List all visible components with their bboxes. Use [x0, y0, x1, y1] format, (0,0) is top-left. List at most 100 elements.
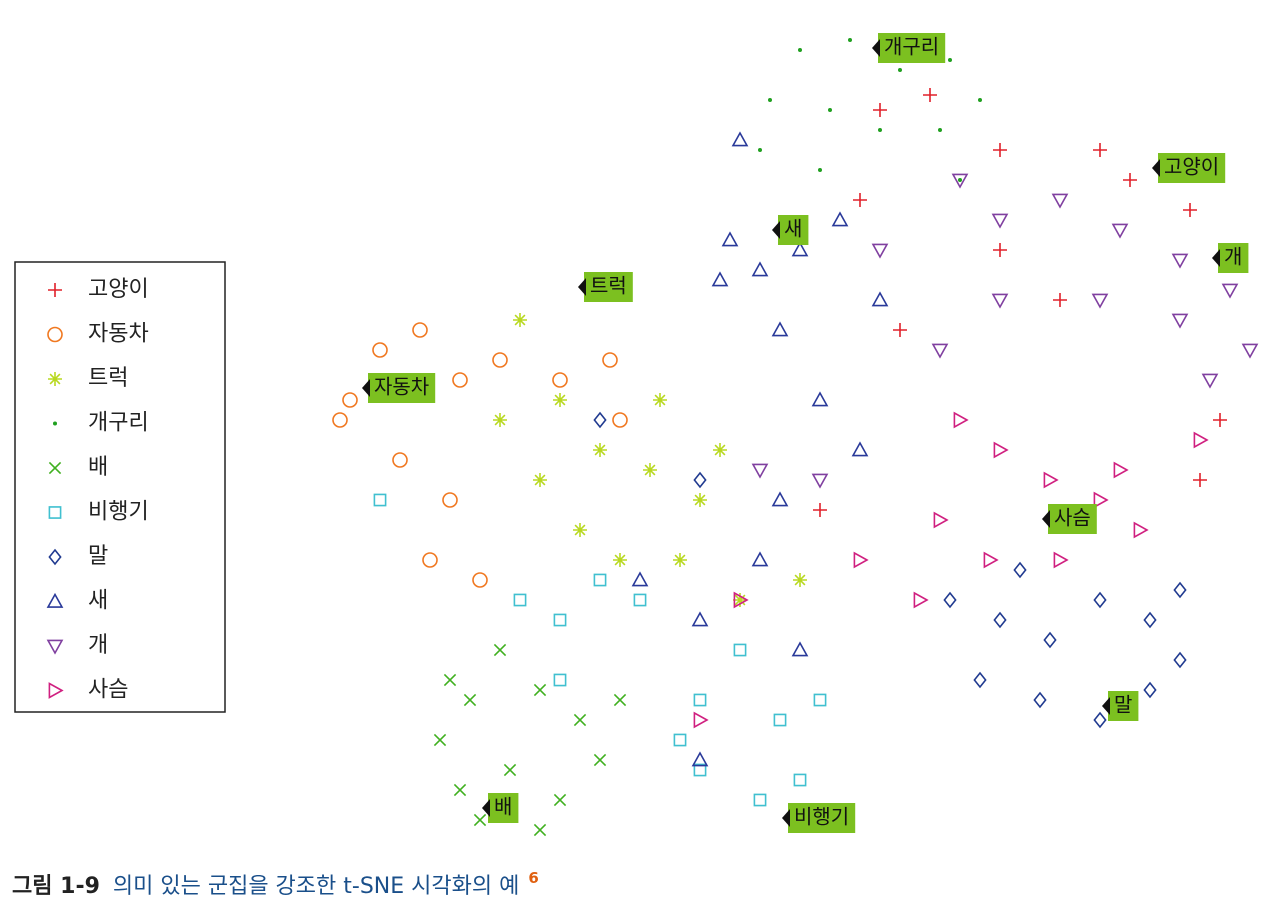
point — [443, 673, 457, 687]
point — [633, 593, 647, 607]
legend-label: 새 — [88, 589, 108, 614]
point — [828, 108, 832, 112]
cluster-label-box — [1048, 504, 1097, 534]
point — [793, 573, 807, 587]
cluster-label: 사슴 — [1054, 506, 1091, 530]
point — [1213, 413, 1227, 427]
point — [612, 412, 628, 428]
point — [573, 713, 587, 727]
cluster-label: 비행기 — [794, 805, 849, 829]
point — [758, 148, 762, 152]
point — [751, 551, 769, 567]
point — [973, 671, 987, 689]
point — [993, 611, 1007, 629]
point — [1173, 581, 1187, 599]
point — [1143, 681, 1157, 699]
point — [818, 168, 822, 172]
point — [1043, 631, 1057, 649]
footnote: 6 — [528, 869, 538, 887]
series — [373, 493, 827, 807]
point — [993, 143, 1007, 157]
cluster-label: 개 — [1224, 245, 1242, 269]
point — [1093, 491, 1109, 509]
point — [871, 291, 889, 307]
point — [848, 38, 852, 42]
point — [602, 352, 618, 368]
point — [793, 773, 807, 787]
point — [733, 643, 747, 657]
legend-label: 비행기 — [88, 500, 149, 525]
point — [851, 441, 869, 457]
point — [978, 98, 982, 102]
cluster-label-box — [878, 33, 946, 63]
cluster-label-box — [368, 373, 436, 403]
point — [1123, 173, 1137, 187]
cluster-label-box — [1158, 153, 1226, 183]
point — [733, 593, 747, 607]
cluster-label: 고양이 — [1164, 155, 1219, 179]
point — [1171, 253, 1189, 269]
point — [943, 591, 957, 609]
caption-text: 의미 있는 군집을 강조한 t-SNE 시각화의 예 — [113, 874, 519, 899]
point — [593, 443, 607, 457]
point — [993, 243, 1007, 257]
point — [751, 463, 769, 479]
cluster-label: 개구리 — [884, 35, 939, 59]
point — [553, 613, 567, 627]
point — [1093, 711, 1107, 729]
point — [938, 128, 942, 132]
point — [753, 793, 767, 807]
point — [871, 243, 889, 259]
point — [1201, 373, 1219, 389]
point — [1113, 461, 1129, 479]
point — [573, 523, 587, 537]
point — [552, 372, 568, 388]
point — [533, 473, 547, 487]
series — [493, 313, 807, 607]
legend-label: 자동차 — [88, 322, 149, 347]
caption-label: 그림 1-9 — [12, 874, 100, 899]
point — [991, 293, 1009, 309]
point — [472, 572, 488, 588]
point — [751, 261, 769, 277]
legend-marker — [48, 461, 62, 475]
legend-marker — [47, 326, 63, 343]
point — [773, 713, 787, 727]
point — [771, 491, 789, 507]
legend-marker — [46, 639, 64, 655]
point — [811, 391, 829, 407]
point — [711, 271, 729, 287]
cluster-label-pointer — [578, 278, 586, 296]
point — [768, 98, 772, 102]
point — [1053, 293, 1067, 307]
point — [463, 693, 477, 707]
point — [878, 128, 882, 132]
series — [693, 411, 1209, 729]
point — [493, 413, 507, 427]
point — [673, 553, 687, 567]
point — [771, 321, 789, 337]
legend-marker — [53, 421, 57, 426]
point — [631, 571, 649, 587]
point — [1051, 193, 1069, 209]
point — [1111, 223, 1129, 239]
point — [452, 372, 468, 388]
point — [713, 443, 727, 457]
point — [1143, 611, 1157, 629]
point — [1171, 313, 1189, 329]
cluster-label-box — [488, 793, 519, 823]
cluster-label-pointer — [782, 809, 790, 827]
point — [853, 551, 869, 569]
point — [721, 231, 739, 247]
series — [593, 411, 1187, 729]
cluster-label: 말 — [1114, 693, 1132, 717]
cluster-label-box — [584, 272, 633, 302]
legend-marker — [46, 592, 64, 608]
cluster-label-pointer — [772, 221, 780, 239]
cluster-label-pointer — [482, 799, 490, 817]
point — [853, 193, 867, 207]
series — [332, 322, 628, 588]
point — [1091, 293, 1109, 309]
point — [913, 591, 929, 609]
